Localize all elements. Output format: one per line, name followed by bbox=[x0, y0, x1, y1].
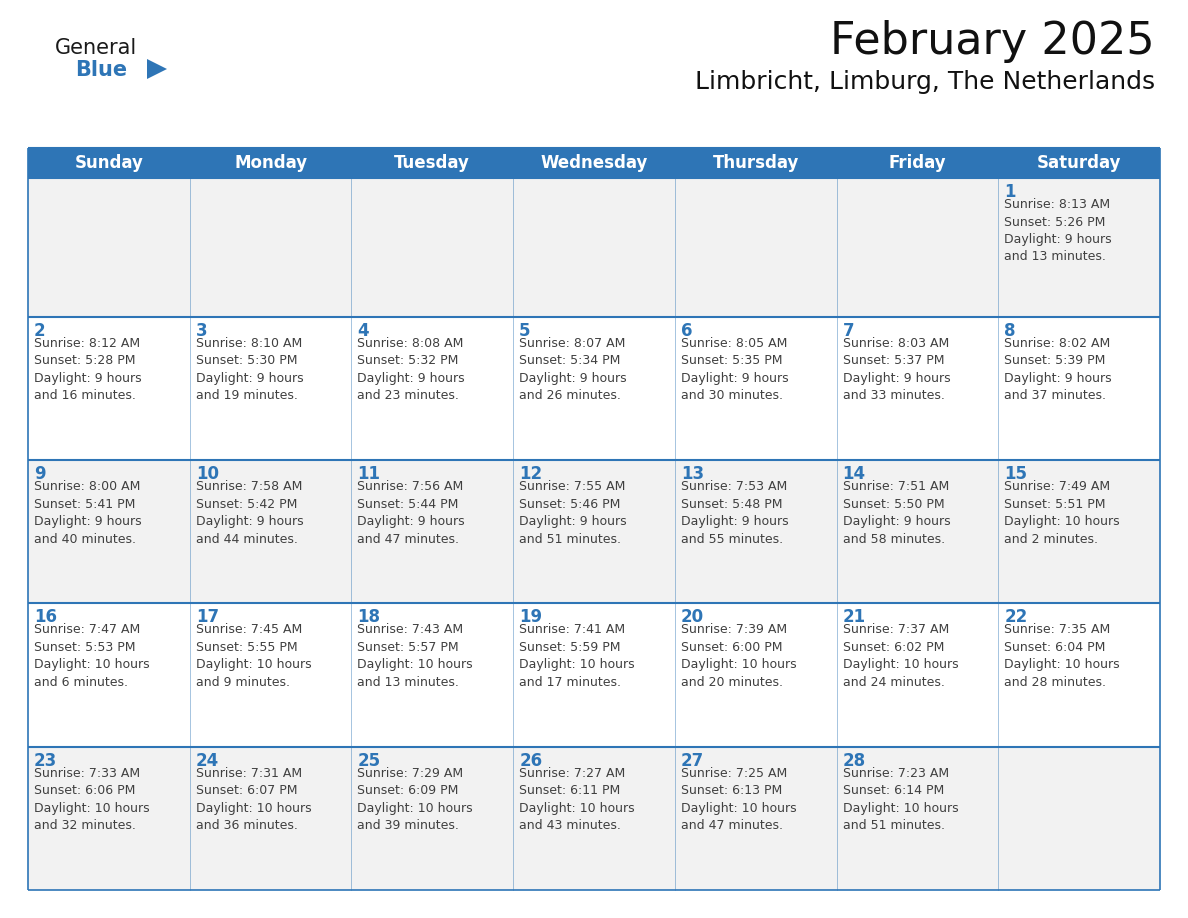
Bar bbox=[29, 603, 1159, 746]
Text: Sunrise: 8:02 AM
Sunset: 5:39 PM
Daylight: 9 hours
and 37 minutes.: Sunrise: 8:02 AM Sunset: 5:39 PM Dayligh… bbox=[1004, 337, 1112, 402]
Text: Sunrise: 7:33 AM
Sunset: 6:06 PM
Daylight: 10 hours
and 32 minutes.: Sunrise: 7:33 AM Sunset: 6:06 PM Dayligh… bbox=[34, 767, 150, 833]
Text: 3: 3 bbox=[196, 322, 208, 340]
Text: 9: 9 bbox=[34, 465, 45, 483]
Text: 1: 1 bbox=[1004, 183, 1016, 201]
Text: Sunrise: 7:51 AM
Sunset: 5:50 PM
Daylight: 9 hours
and 58 minutes.: Sunrise: 7:51 AM Sunset: 5:50 PM Dayligh… bbox=[842, 480, 950, 545]
Text: 6: 6 bbox=[681, 322, 693, 340]
Text: Blue: Blue bbox=[75, 60, 127, 80]
Text: Thursday: Thursday bbox=[713, 154, 798, 172]
Text: Sunrise: 7:27 AM
Sunset: 6:11 PM
Daylight: 10 hours
and 43 minutes.: Sunrise: 7:27 AM Sunset: 6:11 PM Dayligh… bbox=[519, 767, 634, 833]
Text: 23: 23 bbox=[34, 752, 57, 769]
Text: Sunrise: 8:03 AM
Sunset: 5:37 PM
Daylight: 9 hours
and 33 minutes.: Sunrise: 8:03 AM Sunset: 5:37 PM Dayligh… bbox=[842, 337, 950, 402]
Text: Sunrise: 8:13 AM
Sunset: 5:26 PM
Daylight: 9 hours
and 13 minutes.: Sunrise: 8:13 AM Sunset: 5:26 PM Dayligh… bbox=[1004, 198, 1112, 263]
Bar bbox=[29, 178, 1159, 317]
Text: Sunrise: 7:55 AM
Sunset: 5:46 PM
Daylight: 9 hours
and 51 minutes.: Sunrise: 7:55 AM Sunset: 5:46 PM Dayligh… bbox=[519, 480, 627, 545]
Text: Limbricht, Limburg, The Netherlands: Limbricht, Limburg, The Netherlands bbox=[695, 70, 1155, 94]
Text: Sunrise: 8:00 AM
Sunset: 5:41 PM
Daylight: 9 hours
and 40 minutes.: Sunrise: 8:00 AM Sunset: 5:41 PM Dayligh… bbox=[34, 480, 141, 545]
Text: Wednesday: Wednesday bbox=[541, 154, 647, 172]
Text: 17: 17 bbox=[196, 609, 219, 626]
Text: 20: 20 bbox=[681, 609, 704, 626]
Text: Sunrise: 8:08 AM
Sunset: 5:32 PM
Daylight: 9 hours
and 23 minutes.: Sunrise: 8:08 AM Sunset: 5:32 PM Dayligh… bbox=[358, 337, 465, 402]
Text: February 2025: February 2025 bbox=[830, 20, 1155, 63]
Text: 26: 26 bbox=[519, 752, 542, 769]
Text: 16: 16 bbox=[34, 609, 57, 626]
Text: Sunrise: 7:23 AM
Sunset: 6:14 PM
Daylight: 10 hours
and 51 minutes.: Sunrise: 7:23 AM Sunset: 6:14 PM Dayligh… bbox=[842, 767, 959, 833]
Text: 19: 19 bbox=[519, 609, 542, 626]
Text: Sunrise: 8:10 AM
Sunset: 5:30 PM
Daylight: 9 hours
and 19 minutes.: Sunrise: 8:10 AM Sunset: 5:30 PM Dayligh… bbox=[196, 337, 303, 402]
Text: Sunrise: 7:41 AM
Sunset: 5:59 PM
Daylight: 10 hours
and 17 minutes.: Sunrise: 7:41 AM Sunset: 5:59 PM Dayligh… bbox=[519, 623, 634, 688]
Text: Sunrise: 7:25 AM
Sunset: 6:13 PM
Daylight: 10 hours
and 47 minutes.: Sunrise: 7:25 AM Sunset: 6:13 PM Dayligh… bbox=[681, 767, 796, 833]
Text: 18: 18 bbox=[358, 609, 380, 626]
Polygon shape bbox=[147, 59, 168, 79]
Bar bbox=[29, 148, 1159, 178]
Text: Sunrise: 8:05 AM
Sunset: 5:35 PM
Daylight: 9 hours
and 30 minutes.: Sunrise: 8:05 AM Sunset: 5:35 PM Dayligh… bbox=[681, 337, 789, 402]
Text: Sunrise: 8:12 AM
Sunset: 5:28 PM
Daylight: 9 hours
and 16 minutes.: Sunrise: 8:12 AM Sunset: 5:28 PM Dayligh… bbox=[34, 337, 141, 402]
Text: 8: 8 bbox=[1004, 322, 1016, 340]
Text: 25: 25 bbox=[358, 752, 380, 769]
Text: 13: 13 bbox=[681, 465, 704, 483]
Text: General: General bbox=[55, 38, 138, 58]
Text: 5: 5 bbox=[519, 322, 531, 340]
Text: 15: 15 bbox=[1004, 465, 1028, 483]
Text: 12: 12 bbox=[519, 465, 542, 483]
Bar bbox=[29, 317, 1159, 460]
Text: 14: 14 bbox=[842, 465, 866, 483]
Text: Sunrise: 7:37 AM
Sunset: 6:02 PM
Daylight: 10 hours
and 24 minutes.: Sunrise: 7:37 AM Sunset: 6:02 PM Dayligh… bbox=[842, 623, 959, 688]
Text: Tuesday: Tuesday bbox=[394, 154, 470, 172]
Text: 10: 10 bbox=[196, 465, 219, 483]
Text: Sunrise: 7:47 AM
Sunset: 5:53 PM
Daylight: 10 hours
and 6 minutes.: Sunrise: 7:47 AM Sunset: 5:53 PM Dayligh… bbox=[34, 623, 150, 688]
Text: 11: 11 bbox=[358, 465, 380, 483]
Text: Sunrise: 7:58 AM
Sunset: 5:42 PM
Daylight: 9 hours
and 44 minutes.: Sunrise: 7:58 AM Sunset: 5:42 PM Dayligh… bbox=[196, 480, 303, 545]
Text: Sunrise: 7:43 AM
Sunset: 5:57 PM
Daylight: 10 hours
and 13 minutes.: Sunrise: 7:43 AM Sunset: 5:57 PM Dayligh… bbox=[358, 623, 473, 688]
Text: Sunrise: 7:39 AM
Sunset: 6:00 PM
Daylight: 10 hours
and 20 minutes.: Sunrise: 7:39 AM Sunset: 6:00 PM Dayligh… bbox=[681, 623, 796, 688]
Text: 24: 24 bbox=[196, 752, 219, 769]
Text: 21: 21 bbox=[842, 609, 866, 626]
Text: Sunrise: 7:29 AM
Sunset: 6:09 PM
Daylight: 10 hours
and 39 minutes.: Sunrise: 7:29 AM Sunset: 6:09 PM Dayligh… bbox=[358, 767, 473, 833]
Text: Sunrise: 7:56 AM
Sunset: 5:44 PM
Daylight: 9 hours
and 47 minutes.: Sunrise: 7:56 AM Sunset: 5:44 PM Dayligh… bbox=[358, 480, 465, 545]
Text: Friday: Friday bbox=[889, 154, 946, 172]
Text: Monday: Monday bbox=[234, 154, 308, 172]
Text: Sunrise: 7:31 AM
Sunset: 6:07 PM
Daylight: 10 hours
and 36 minutes.: Sunrise: 7:31 AM Sunset: 6:07 PM Dayligh… bbox=[196, 767, 311, 833]
Bar bbox=[29, 746, 1159, 890]
Text: 27: 27 bbox=[681, 752, 704, 769]
Text: 22: 22 bbox=[1004, 609, 1028, 626]
Text: Sunday: Sunday bbox=[75, 154, 144, 172]
Text: Sunrise: 7:53 AM
Sunset: 5:48 PM
Daylight: 9 hours
and 55 minutes.: Sunrise: 7:53 AM Sunset: 5:48 PM Dayligh… bbox=[681, 480, 789, 545]
Text: Sunrise: 7:49 AM
Sunset: 5:51 PM
Daylight: 10 hours
and 2 minutes.: Sunrise: 7:49 AM Sunset: 5:51 PM Dayligh… bbox=[1004, 480, 1120, 545]
Text: 28: 28 bbox=[842, 752, 866, 769]
Text: 4: 4 bbox=[358, 322, 369, 340]
Text: Saturday: Saturday bbox=[1037, 154, 1121, 172]
Text: 7: 7 bbox=[842, 322, 854, 340]
Bar bbox=[29, 460, 1159, 603]
Text: Sunrise: 8:07 AM
Sunset: 5:34 PM
Daylight: 9 hours
and 26 minutes.: Sunrise: 8:07 AM Sunset: 5:34 PM Dayligh… bbox=[519, 337, 627, 402]
Text: 2: 2 bbox=[34, 322, 45, 340]
Text: Sunrise: 7:45 AM
Sunset: 5:55 PM
Daylight: 10 hours
and 9 minutes.: Sunrise: 7:45 AM Sunset: 5:55 PM Dayligh… bbox=[196, 623, 311, 688]
Text: Sunrise: 7:35 AM
Sunset: 6:04 PM
Daylight: 10 hours
and 28 minutes.: Sunrise: 7:35 AM Sunset: 6:04 PM Dayligh… bbox=[1004, 623, 1120, 688]
